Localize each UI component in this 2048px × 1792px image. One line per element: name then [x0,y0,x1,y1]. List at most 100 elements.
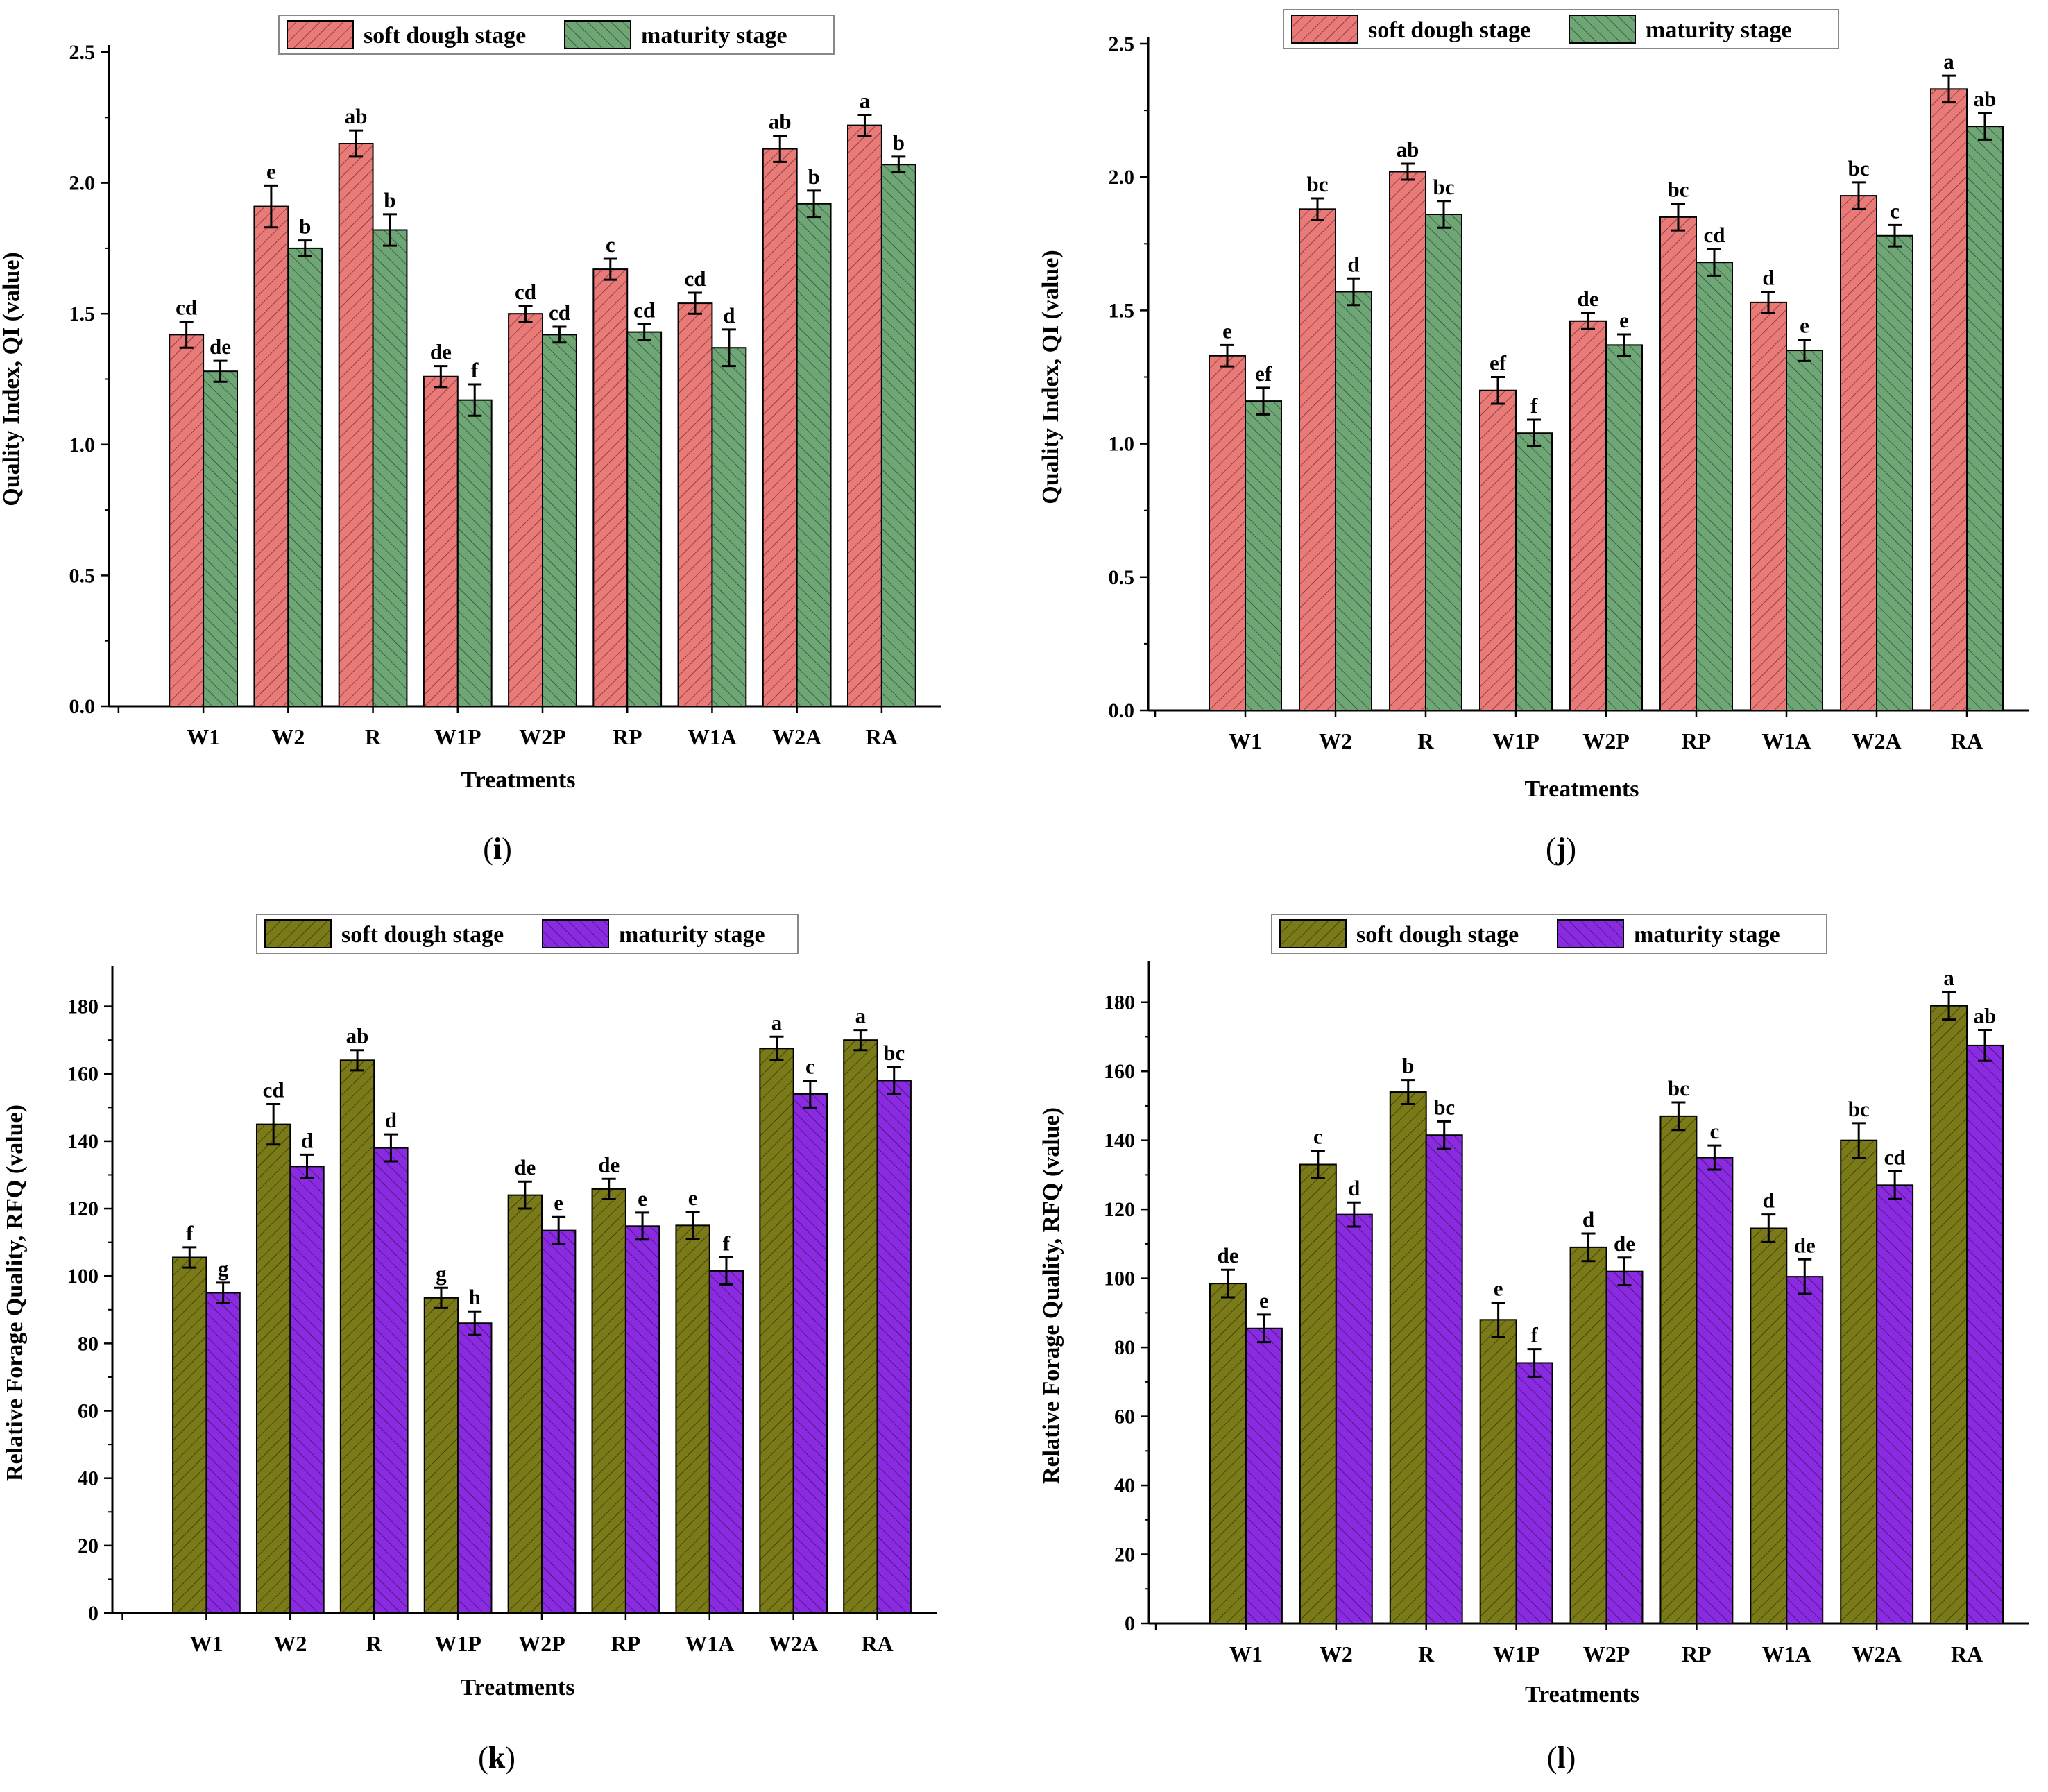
bar-hatch [1660,216,1696,710]
significance-letter: de [210,334,231,359]
y-axis-title: Relative Forage Quality, RFQ (value) [2,1104,28,1481]
x-tick-label: R [366,1631,383,1656]
y-tick-label: 1.5 [1109,299,1135,322]
legend: soft dough stage maturity stage [256,914,799,954]
bar-hatch [1209,355,1245,710]
significance-letter: g [436,1261,447,1286]
y-tick-label: 100 [1104,1268,1135,1290]
y-tick-label: 0.5 [1109,566,1135,589]
significance-letter: d [1582,1207,1594,1231]
panel-label-letter: l [1557,1741,1565,1775]
bar-hatch [1606,1271,1643,1623]
bar-hatch [1841,196,1877,710]
panel-label-open: ( [1546,832,1556,866]
bar-hatch [1696,1157,1733,1623]
significance-letter: d [1763,1188,1775,1213]
y-tick-label: 0.5 [69,564,96,587]
legend-swatch-hatch [1292,15,1358,43]
significance-letter: f [723,1231,731,1255]
x-tick-label: W1 [1229,1641,1263,1666]
chart-panel-k: 0 20 40 60 80 100 120 140 160 180 W1 W2 R W1P W2P RP W1A… [2,914,937,1775]
significance-letter: bc [1433,1095,1455,1119]
x-tick-label: W1 [189,1631,223,1656]
significance-letter: d [723,303,735,327]
significance-letter: c [606,232,615,257]
bar-hatch [1841,1140,1877,1623]
x-tick-label: W2P [519,724,566,749]
significance-letter: e [554,1191,563,1215]
significance-letter: cd [1884,1145,1906,1169]
significance-letter: e [638,1186,647,1211]
bar-hatch [508,1195,542,1613]
significance-letter: c [1890,198,1900,223]
significance-letter: cd [263,1077,284,1102]
significance-letter: e [1619,308,1629,332]
legend-box [256,914,799,954]
bar-hatch [1877,235,1913,710]
legend-label: maturity stage [641,23,787,49]
bar-hatch [340,1060,375,1613]
significance-letter: a [1943,49,1954,74]
bar-hatch [290,1166,324,1613]
panel-label: (l) [1547,1741,1576,1775]
bar-hatch [256,1124,291,1613]
y-tick-label: 2.5 [69,41,96,64]
significance-letter: a [855,1004,867,1028]
significance-letter: ab [769,110,792,134]
panel-label-close: ) [505,1741,515,1775]
y-tick-label: 140 [1104,1129,1135,1152]
x-tick-label: W2A [772,724,821,749]
x-tick-label: W1A [685,1631,734,1656]
significance-letter: bc [1668,1076,1689,1100]
significance-letter: ef [1255,361,1272,386]
bar-hatch [1786,1277,1823,1623]
significance-letter: c [1709,1119,1719,1143]
x-tick-label: W1A [1762,1641,1811,1666]
legend: soft dough stage maturity stage [278,15,835,55]
x-tick-label: R [1418,1641,1435,1666]
bar-hatch [592,1188,626,1613]
legend-box [1271,914,1827,954]
x-tick-label: W1 [1229,728,1262,753]
bar-hatch [627,332,662,706]
panel-label-open: ( [478,1741,488,1775]
bar-hatch [625,1226,660,1613]
x-tick-label: W2P [518,1631,565,1656]
panel-label-open: ( [1547,1741,1558,1775]
bar-hatch [203,371,237,706]
significance-letter: cd [176,296,197,320]
bar-hatch [1336,1214,1372,1623]
bar-hatch [1967,126,2003,710]
significance-letter: e [1259,1288,1269,1313]
bar-hatch [1750,1228,1787,1623]
bar-hatch [1516,433,1552,710]
x-tick-label: W2A [1852,728,1901,753]
legend-swatch-hatch [565,21,631,49]
significance-letter: bc [1307,172,1329,196]
y-tick-label: 0.0 [69,695,96,718]
y-axis-title: Quality Index, QI (value) [1038,250,1064,504]
x-tick-label: W1P [434,724,481,749]
y-tick-label: 20 [78,1535,99,1558]
x-tick-label: W2A [1852,1641,1902,1666]
significance-letter: cd [549,300,570,325]
bar-hatch [374,1147,408,1613]
significance-letter: cd [1704,223,1725,247]
y-tick-label: 40 [1114,1474,1135,1497]
y-tick-label: 60 [1114,1406,1135,1428]
y-tick-label: 180 [67,996,99,1018]
significance-letter: ef [1490,351,1507,375]
bar-hatch [881,164,916,707]
bar-hatch [339,144,373,706]
significance-letter: bc [1848,156,1870,180]
x-tick-label: W2P [1583,1641,1630,1666]
y-tick-label: 180 [1104,991,1135,1014]
bar-hatch [373,230,407,707]
significance-letter: e [266,159,276,183]
bar-hatch [848,125,882,707]
significance-letter: f [1530,393,1538,418]
significance-letter: e [1222,318,1232,343]
significance-letter: ab [345,104,368,128]
legend: soft dough stage maturity stage [1283,9,1839,49]
x-tick-label: W1 [187,724,220,749]
